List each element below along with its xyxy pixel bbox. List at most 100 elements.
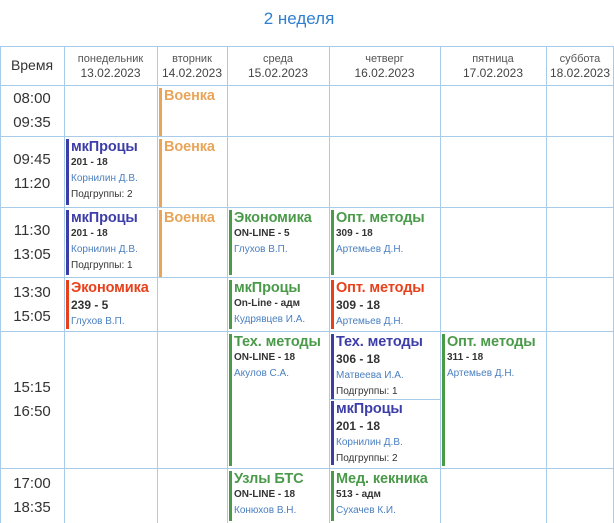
lesson-subject: Мед. кекника [336,471,428,487]
lesson-card[interactable]: Военка [159,139,226,207]
day-date: 14.02.2023 [161,66,223,80]
row-divider [0,468,614,469]
lesson-subject: Военка [164,139,215,155]
slot-end: 15:05 [13,307,51,325]
lesson-teacher[interactable]: Кудрявцев И.А. [234,314,306,325]
lesson-teacher[interactable]: Артемьев Д.Н. [447,368,515,379]
day-header: пятница 17.02.2023 [440,48,546,84]
lesson-room: 309 - 18 [336,298,381,312]
lesson-subject: Экономика [71,280,149,296]
lesson-teacher[interactable]: Корнилин Д.В. [336,437,403,448]
lesson-room: 311 - 18 [447,352,484,363]
column-divider [0,46,1,523]
week-title: 2 неделя [263,9,335,28]
slot-end: 11:20 [13,175,51,192]
column-divider [546,46,547,523]
slot-start: 08:00 [13,90,51,107]
time-slot: 09:45 11:20 [0,137,64,207]
lesson-room: On-Line - адм [234,298,300,309]
lesson-subject: Тех. методы [336,334,423,350]
time-column-header: Время [10,57,54,73]
lesson-room: 513 - адм [336,489,381,500]
lesson-card[interactable]: Экономика 239 - 5 Глухов В.П. [66,280,156,329]
lesson-room: 201 - 18 [336,419,381,433]
day-date: 17.02.2023 [462,66,524,80]
row-divider [0,85,614,86]
time-slot: 17:00 18:35 [0,469,64,523]
day-name: вторник [172,53,212,65]
time-slot: 13:30 15:05 [0,278,64,331]
lesson-teacher[interactable]: Артемьев Д.Н. [336,316,404,327]
lesson-subgroup: Подгруппы: 1 [71,260,133,271]
lesson-subject: мкПроцы [234,280,301,296]
lesson-card[interactable]: Военка [159,88,226,136]
time-slot: 11:30 13:05 [0,208,64,277]
slot-start: 15:15 [13,379,51,396]
lesson-subject: мкПроцы [71,139,138,155]
row-divider [0,207,614,208]
day-name: четверг [365,53,404,65]
row-divider [0,331,614,332]
lesson-teacher[interactable]: Конюхов В.Н. [234,505,297,516]
slot-start: 13:30 [13,283,51,301]
lesson-card[interactable]: Мед. кекника 513 - адм Сухачев К.И. [331,471,439,521]
row-divider [0,136,614,137]
lesson-card[interactable]: Опт. методы 309 - 18 Артемьев Д.Н. [331,210,439,275]
slot-start: 11:30 [13,221,51,239]
lesson-teacher[interactable]: Глухов В.П. [234,244,288,255]
lesson-subject: Опт. методы [447,334,536,350]
column-divider [227,46,228,523]
column-divider [64,46,65,523]
day-name: суббота [559,53,601,65]
lesson-card[interactable]: Опт. методы 309 - 18 Артемьев Д.Н. [331,280,439,329]
lesson-subject: мкПроцы [71,210,138,226]
day-date: 15.02.2023 [247,66,309,80]
day-header: четверг 16.02.2023 [329,48,440,84]
lesson-teacher[interactable]: Корнилин Д.В. [71,244,138,255]
day-name: среда [262,53,294,65]
time-slot: 15:15 16:50 [0,332,64,468]
day-header: понедельник 13.02.2023 [64,48,157,84]
lesson-card[interactable]: мкПроцы 201 - 18 Корнилин Д.В. Подгруппы: 2 [66,139,156,205]
lesson-subject: Тех. методы [234,334,321,350]
lesson-subject: Опт. методы [336,210,425,226]
slot-end: 16:50 [13,403,51,420]
lesson-room: 201 - 18 [71,157,108,168]
lesson-room: 239 - 5 [71,298,109,312]
lesson-subgroup: Подгруппы: 1 [336,386,398,397]
day-date: 13.02.2023 [80,66,141,80]
lesson-subject: Узлы БТС [234,471,304,487]
lesson-card[interactable]: Военка [159,210,226,277]
lesson-card[interactable]: Тех. методы ON-LINE - 18 Акулов С.А. [229,334,328,466]
row-divider [0,46,614,47]
lesson-teacher[interactable]: Сухачев К.И. [336,505,396,516]
lesson-teacher[interactable]: Акулов С.А. [234,368,289,379]
lesson-room: 309 - 18 [336,228,373,239]
lesson-card[interactable]: Экономика ON-LINE - 5 Глухов В.П. [229,210,328,275]
day-date: 18.02.2023 [549,66,611,80]
lesson-teacher[interactable]: Артемьев Д.Н. [336,244,404,255]
lesson-card[interactable]: мкПроцы On-Line - адм Кудрявцев И.А. [229,280,328,329]
lesson-card[interactable]: мкПроцы 201 - 18 Корнилин Д.В. Подгруппы: 2 [331,401,439,465]
lesson-subject: Опт. методы [336,280,425,296]
row-divider [0,277,614,278]
lesson-card[interactable]: Тех. методы 306 - 18 Матвеева И.А. Подгрупп… [331,334,439,399]
day-name: пятница [472,53,514,65]
lesson-subgroup: Подгруппы: 2 [336,453,398,464]
sub-divider [329,399,440,400]
lesson-subject: Экономика [234,210,312,226]
lesson-card[interactable]: Опт. методы 311 - 18 Артемьев Д.Н. [442,334,545,466]
lesson-room: ON-LINE - 18 [234,489,296,500]
column-divider [157,46,158,523]
day-date: 16.02.2023 [354,66,415,80]
lesson-room: 201 - 18 [71,228,108,239]
lesson-card[interactable]: Узлы БТС ON-LINE - 18 Конюхов В.Н. [229,471,328,521]
day-header: вторник 14.02.2023 [157,48,227,84]
lesson-subject: мкПроцы [336,401,403,417]
slot-start: 17:00 [13,475,51,492]
lesson-teacher[interactable]: Глухов В.П. [71,316,125,327]
lesson-teacher[interactable]: Матвеева И.А. [336,370,404,381]
lesson-teacher[interactable]: Корнилин Д.В. [71,173,138,184]
lesson-card[interactable]: мкПроцы 201 - 18 Корнилин Д.В. Подгруппы: 1 [66,210,156,275]
day-name: понедельник [77,53,144,65]
